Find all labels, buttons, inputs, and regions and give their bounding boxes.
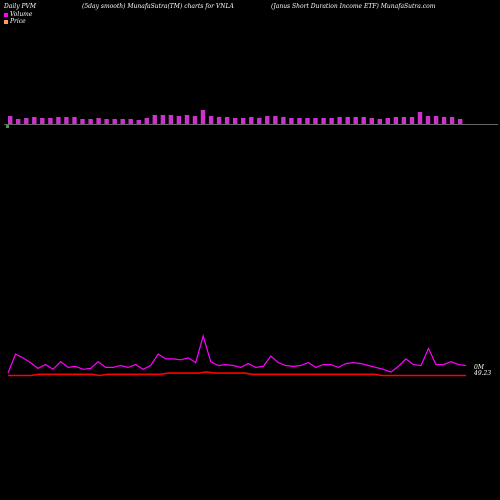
volume-bar <box>281 117 286 124</box>
volume-bar <box>385 118 390 124</box>
legend-price-label: Price <box>10 18 26 25</box>
legend-price: Price <box>4 18 26 25</box>
volume-bar <box>152 115 157 124</box>
volume-bar <box>24 118 29 124</box>
volume-bar <box>305 118 310 124</box>
volume-bar <box>8 116 13 124</box>
volume-bar <box>409 117 415 124</box>
volume-bar <box>441 117 447 124</box>
legend-volume: Volume <box>4 11 32 18</box>
volume-bar <box>168 115 174 124</box>
volume-bar <box>88 119 93 124</box>
volume-bar <box>417 112 423 124</box>
volume-bar <box>224 117 230 124</box>
volume-bar <box>361 117 366 124</box>
volume-bar <box>72 117 77 124</box>
volume-bar <box>353 117 358 124</box>
volume-bar-down <box>6 125 9 128</box>
volume-bar <box>449 117 455 124</box>
volume-bar <box>192 116 198 124</box>
volume-bar <box>337 117 342 124</box>
volume-bar <box>345 117 350 124</box>
volume-bar <box>433 116 439 124</box>
volume-bar <box>176 116 182 124</box>
price-line <box>8 371 466 377</box>
volume-bar <box>369 118 374 124</box>
volume-bar <box>393 117 399 124</box>
volume-bar <box>112 119 117 124</box>
legend-volume-label: Volume <box>10 11 33 18</box>
volume-bars <box>6 110 463 128</box>
chart-title-right: (Janus Short Duration Income ETF) Munafa… <box>271 3 436 10</box>
volume-bar <box>377 119 382 124</box>
volume-bar <box>104 119 109 124</box>
volume-bar <box>48 118 53 124</box>
chart-title-left: Daily PVM <box>4 3 37 10</box>
price-value-label: 49.23 <box>474 370 492 377</box>
legend-volume-swatch <box>4 12 8 17</box>
volume-bar <box>297 118 302 124</box>
volume-line <box>7 333 467 374</box>
volume-bar <box>128 119 133 124</box>
volume-bar <box>265 116 270 124</box>
volume-bar <box>273 116 278 124</box>
volume-bar <box>64 117 69 124</box>
volume-bar <box>233 118 238 124</box>
volume-bar <box>16 119 21 124</box>
volume-bar <box>321 118 326 124</box>
volume-bar <box>56 117 61 124</box>
volume-bar <box>144 118 149 124</box>
volume-bar <box>289 118 294 124</box>
volume-bar <box>257 118 262 124</box>
volume-bar <box>313 118 318 124</box>
volume-bar <box>160 115 166 124</box>
volume-bar <box>216 117 222 124</box>
volume-value-label: 0M <box>474 364 484 371</box>
volume-bar <box>241 118 246 124</box>
volume-bar <box>136 120 141 124</box>
volume-bar <box>200 110 206 124</box>
volume-bar <box>184 115 190 124</box>
legend-price-swatch <box>4 19 8 24</box>
chart-title-middle: (5day smooth) MunafaSutra(TM) charts for… <box>82 3 234 10</box>
volume-bar <box>401 117 407 124</box>
volume-bar <box>120 119 125 124</box>
volume-bar <box>249 117 254 124</box>
volume-bar <box>329 118 334 124</box>
volume-bar <box>40 118 45 124</box>
volume-bar <box>208 116 214 124</box>
volume-bar <box>425 116 431 124</box>
volume-bar <box>32 117 37 124</box>
volume-bar <box>96 118 101 124</box>
volume-bar <box>80 119 85 124</box>
volume-bar <box>458 119 463 124</box>
